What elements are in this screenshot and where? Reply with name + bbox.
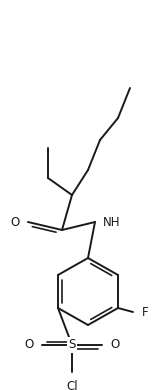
Text: Cl: Cl (66, 380, 78, 390)
Text: F: F (142, 305, 149, 319)
Text: O: O (11, 216, 20, 229)
Text: S: S (68, 339, 76, 351)
Text: O: O (25, 339, 34, 351)
Text: NH: NH (103, 216, 121, 229)
Text: O: O (110, 339, 119, 351)
